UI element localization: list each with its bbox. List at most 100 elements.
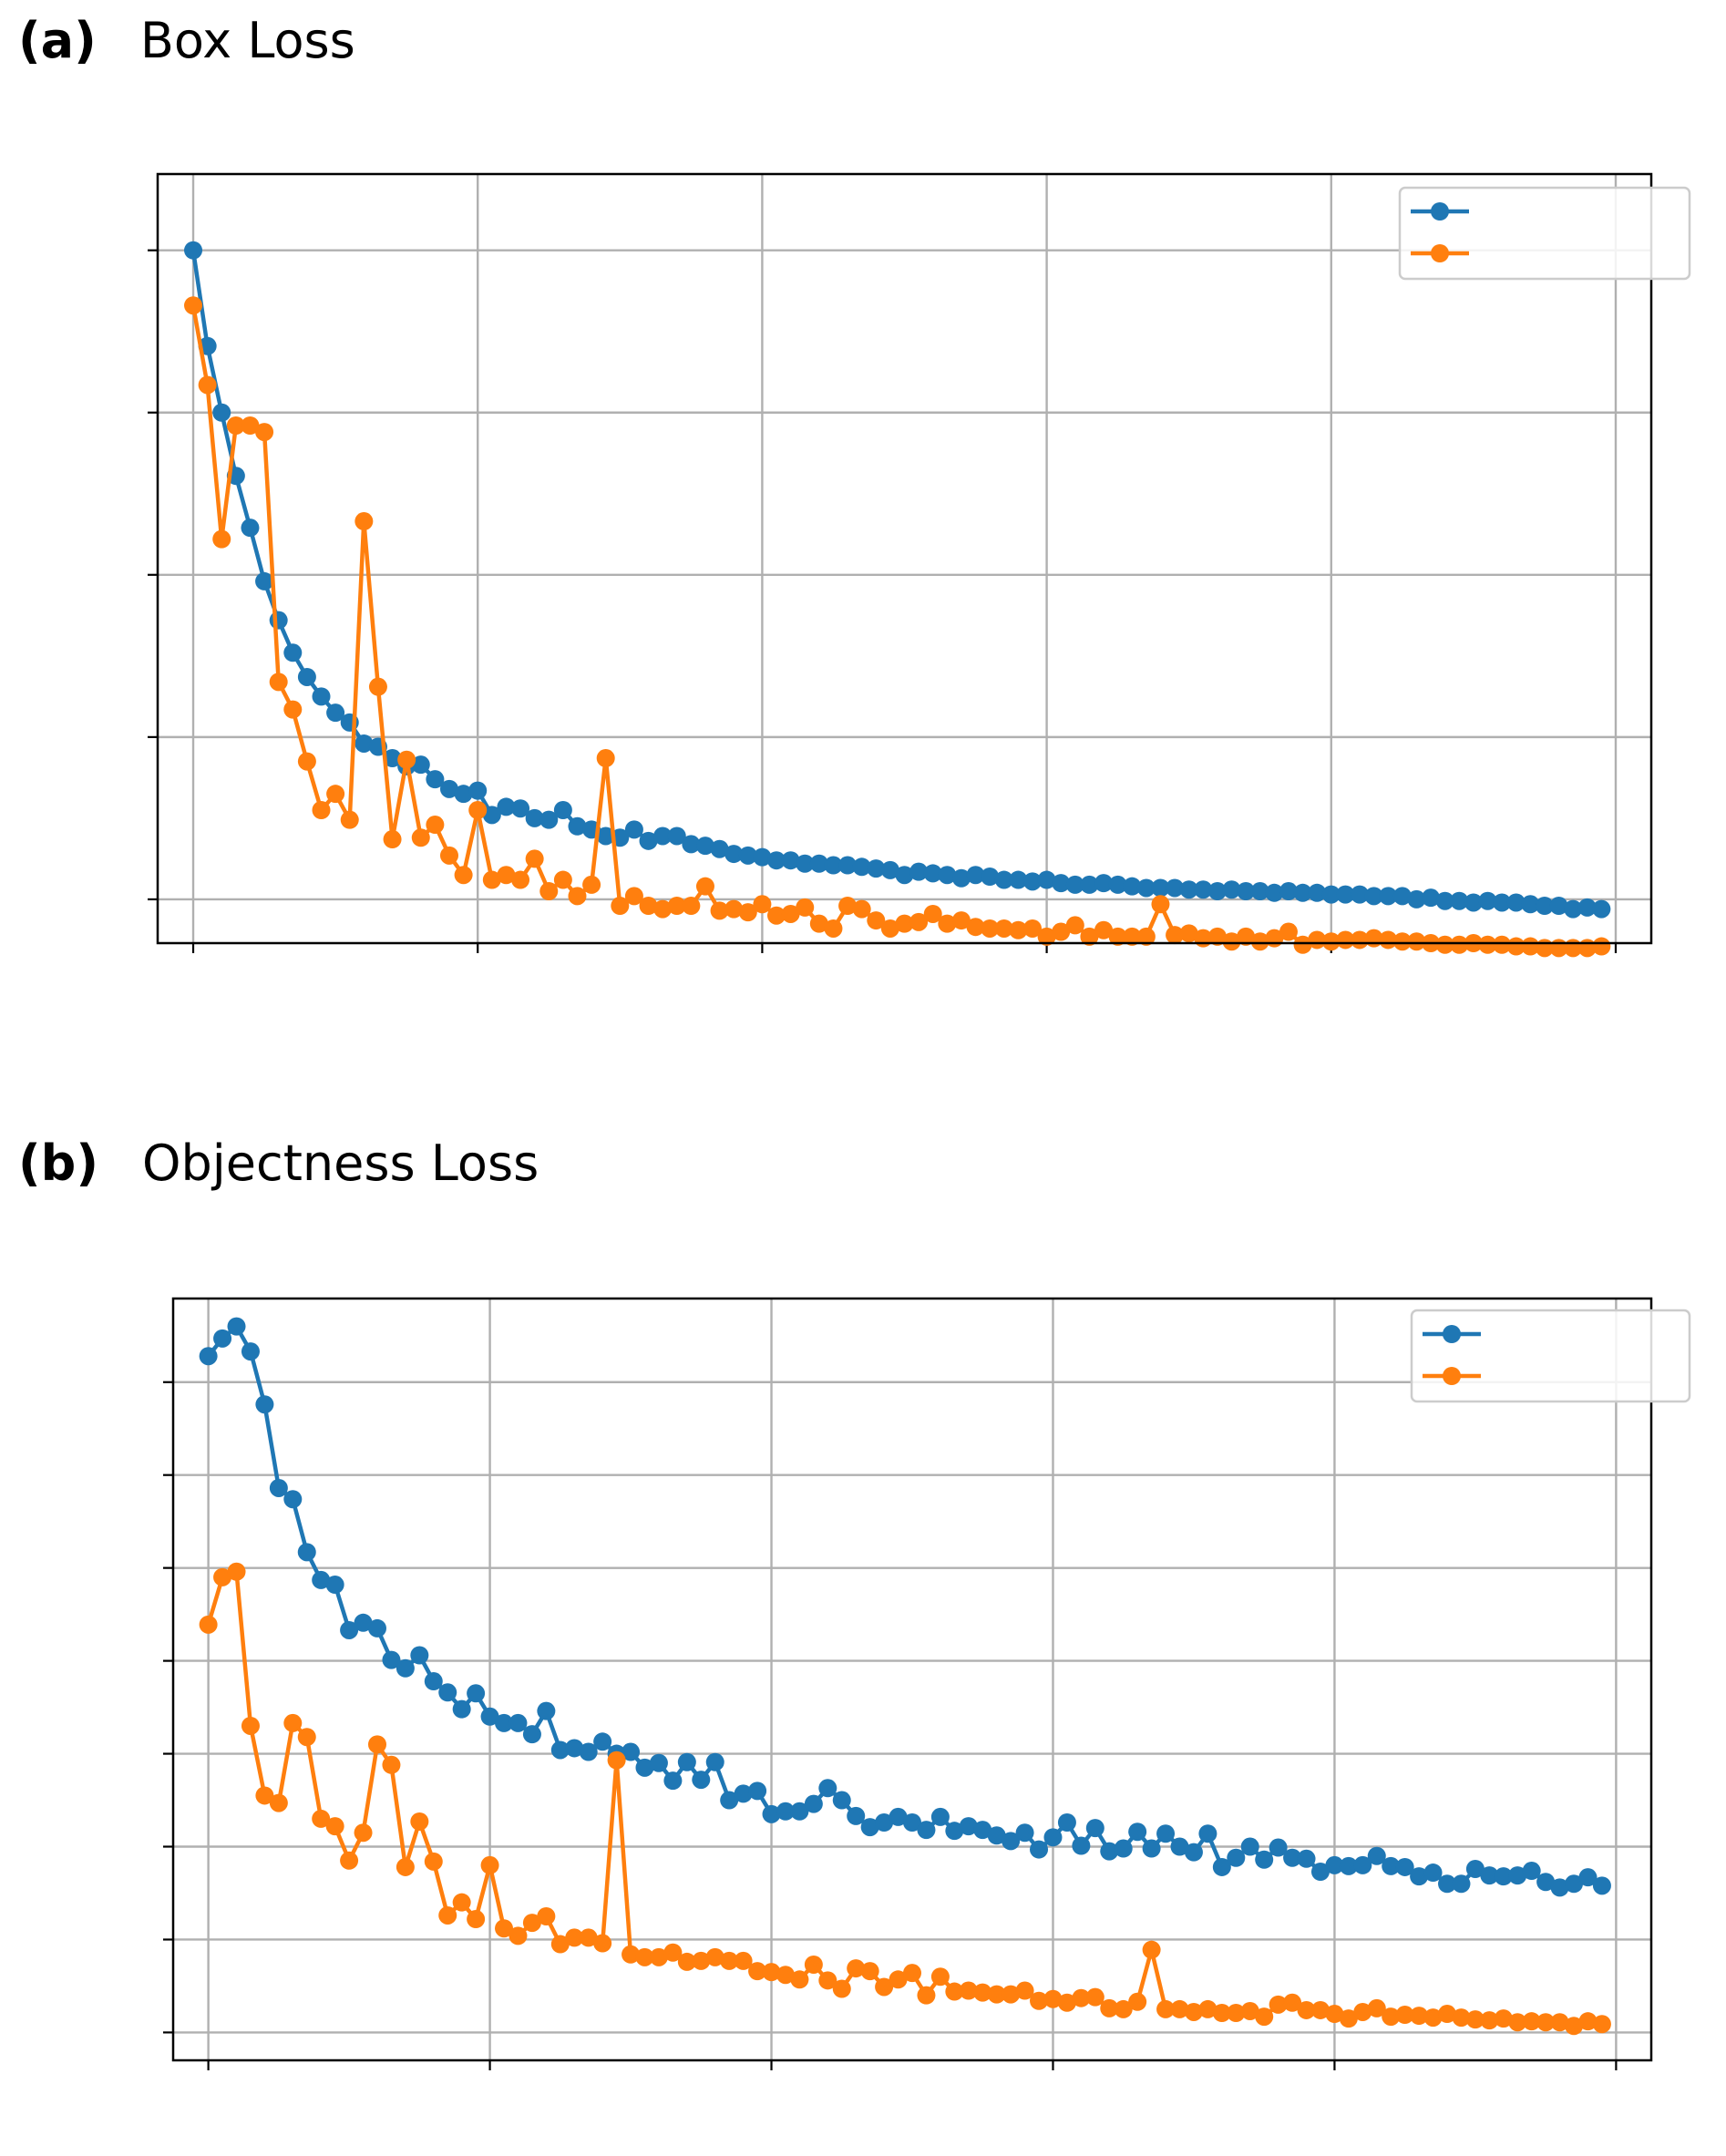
data-point (255, 1786, 274, 1805)
data-point (860, 1962, 879, 1981)
data-point (753, 847, 772, 867)
data-point (748, 1781, 767, 1801)
data-point (1156, 1824, 1176, 1843)
data-point (1395, 1857, 1414, 1876)
data-point (255, 1395, 274, 1414)
data-point (951, 868, 971, 888)
data-point (198, 375, 217, 395)
data-point (452, 1699, 471, 1719)
panel-b-title: Objectness Loss (142, 1134, 539, 1192)
data-point (1136, 878, 1156, 898)
data-point (438, 1905, 457, 1925)
data-point (1043, 1828, 1063, 1847)
data-point (838, 897, 858, 916)
data-point (283, 1713, 303, 1732)
legend-box (1410, 1309, 1691, 1403)
data-point (482, 870, 501, 889)
data-point (539, 882, 559, 901)
data-point (635, 1758, 654, 1777)
data-point (889, 1970, 908, 1989)
data-point (1336, 885, 1355, 904)
data-point (776, 1966, 795, 1985)
data-point (255, 423, 274, 442)
data-point (692, 1771, 711, 1790)
data-point (1536, 2013, 1556, 2032)
data-point (283, 643, 303, 662)
data-point (184, 241, 203, 260)
data-point (1464, 893, 1483, 912)
data-point (930, 1967, 950, 1987)
data-point (213, 1329, 232, 1348)
objectness-loss-legend (1410, 1309, 1691, 1403)
data-point (1065, 875, 1084, 894)
data-point (1100, 1998, 1119, 2017)
data-point (663, 1771, 683, 1791)
panel-a-heading: (a) Box Loss (18, 16, 355, 66)
data-point (804, 1955, 823, 1974)
data-point (1550, 2013, 1569, 2032)
data-point (1592, 1876, 1611, 1895)
data-point (824, 856, 843, 875)
data-point (1156, 1999, 1176, 2018)
data-point (1207, 927, 1227, 946)
data-point (1002, 1832, 1021, 1851)
data-point (1465, 2010, 1485, 2029)
data-point (509, 1926, 528, 1946)
data-point (1184, 2002, 1203, 2021)
objectness-loss-grid (173, 1299, 1651, 2060)
data-point (241, 416, 260, 435)
data-point (1166, 926, 1185, 945)
data-point (1043, 1989, 1063, 2008)
data-point (553, 870, 572, 889)
data-point (1382, 1856, 1401, 1875)
data-point (917, 1986, 936, 2005)
data-point (1142, 1839, 1161, 1858)
data-point (1123, 877, 1142, 896)
data-point (537, 1906, 556, 1925)
data-point (269, 611, 288, 630)
data-point (1493, 893, 1512, 912)
data-point (1250, 882, 1269, 901)
data-point (607, 1750, 626, 1770)
data-point (895, 914, 914, 933)
data-point (875, 1813, 894, 1833)
data-point (818, 1779, 837, 1798)
data-point (397, 750, 416, 769)
data-point (241, 1342, 260, 1361)
data-point (297, 1543, 316, 1562)
data-point (1293, 883, 1312, 902)
data-point (1506, 937, 1526, 956)
legend-swatch-marker (1431, 202, 1449, 221)
data-point (537, 1701, 556, 1720)
data-point (692, 1951, 711, 1970)
data-point (354, 512, 374, 531)
data-point (1494, 1867, 1513, 1886)
data-point (824, 919, 843, 938)
data-point (1184, 1843, 1203, 1862)
data-point (1493, 935, 1512, 954)
data-point (511, 799, 530, 818)
data-point (847, 1806, 866, 1825)
data-point (283, 700, 303, 719)
data-point (867, 859, 886, 878)
data-point (724, 899, 744, 919)
data-point (1392, 887, 1412, 906)
data-point (1179, 924, 1198, 943)
data-point (734, 1784, 753, 1803)
data-point (1009, 920, 1028, 939)
data-point (312, 1809, 331, 1828)
data-point (1351, 930, 1370, 950)
data-point (509, 1713, 528, 1732)
data-point (705, 1947, 724, 1966)
data-point (1269, 1995, 1288, 2014)
data-point (682, 835, 701, 854)
data-point (480, 1707, 499, 1726)
data-point (227, 1562, 246, 1581)
data-point (677, 1952, 696, 1971)
data-point (1565, 1874, 1584, 1894)
box-loss-grid (158, 174, 1651, 943)
data-point (269, 672, 288, 692)
data-point (454, 785, 473, 804)
data-point (1549, 897, 1568, 916)
data-point (1279, 922, 1298, 941)
